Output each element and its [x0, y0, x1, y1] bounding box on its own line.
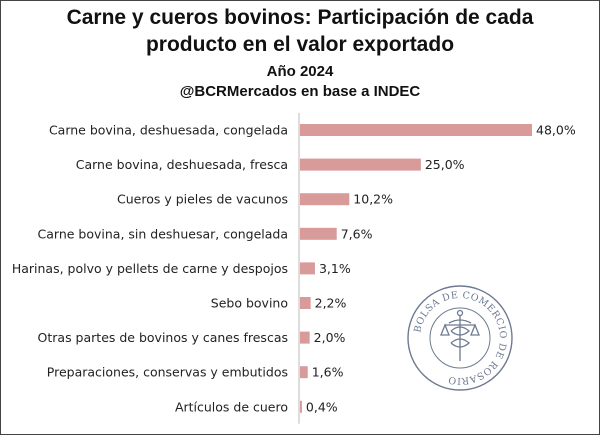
bcr-seal-watermark: BOLSA DE COMERCIO DE ROSARIO [407, 285, 513, 391]
bar [300, 124, 532, 136]
bar [300, 400, 302, 413]
category-label: Carne bovina, deshuesada, congelada [49, 123, 288, 138]
category-label: Otras partes de bovinos y canes frescas [38, 330, 288, 345]
chart-subtitle: Año 2024 [266, 63, 334, 80]
bar [300, 331, 310, 344]
bar [300, 158, 421, 171]
bar [300, 297, 311, 309]
value-label: 2,2% [315, 296, 347, 311]
category-label: Cueros y pieles de vacunos [117, 192, 288, 207]
category-label: Artículos de cuero [175, 399, 288, 414]
value-label: 3,1% [319, 261, 351, 276]
value-label: 7,6% [341, 226, 373, 241]
value-label: 1,6% [312, 365, 344, 380]
category-label: Preparaciones, conservas y embutidos [47, 365, 288, 380]
chart-source: @BCRMercados en base a INDEC [179, 83, 421, 100]
bar [300, 227, 337, 240]
value-label: 0,4% [306, 399, 338, 414]
category-label: Sebo bovino [211, 296, 288, 311]
chart-title-line-2: producto en el valor exportado [145, 33, 455, 56]
category-label: Carne bovina, deshuesada, fresca [76, 157, 288, 172]
value-label: 10,2% [353, 192, 393, 207]
bar [300, 262, 315, 275]
value-label: 2,0% [314, 330, 346, 345]
category-label: Harinas, polvo y pellets de carne y desp… [12, 261, 288, 276]
caduceus-icon [440, 309, 480, 361]
value-label: 25,0% [425, 157, 465, 172]
chart-title-line-1: Carne y cueros bovinos: Participación de… [66, 6, 534, 29]
value-label: 48,0% [536, 123, 576, 138]
bar [300, 193, 350, 206]
bar [300, 366, 308, 379]
category-label: Carne bovina, sin deshuesar, congelada [38, 226, 288, 241]
